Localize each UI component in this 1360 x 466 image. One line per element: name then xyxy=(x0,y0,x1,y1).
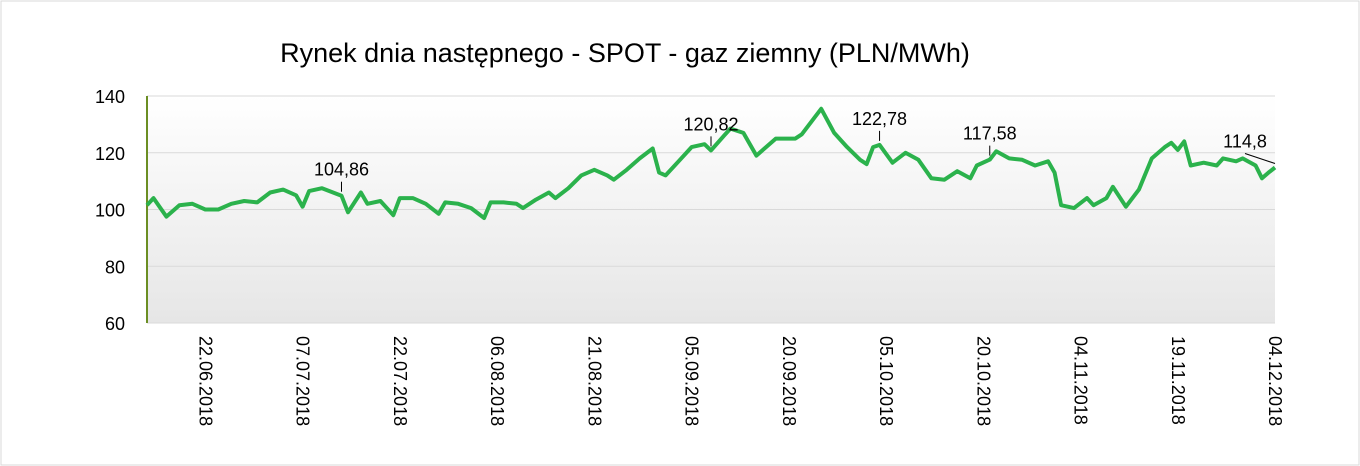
x-tick-label: 05.09.2018 xyxy=(682,336,702,426)
x-tick-label: 06.08.2018 xyxy=(487,336,507,426)
annotation-label: 122,78 xyxy=(852,109,907,129)
y-tick-label: 140 xyxy=(95,87,125,107)
data-line xyxy=(145,106,1277,220)
x-tick-label: 21.08.2018 xyxy=(584,336,604,426)
annotation-leader xyxy=(1244,153,1276,164)
x-tick-label: 07.07.2018 xyxy=(293,336,313,426)
annotation-label: 120,82 xyxy=(683,114,738,134)
annotation-label: 114,8 xyxy=(1223,132,1267,152)
x-tick-label: 22.07.2018 xyxy=(390,336,410,426)
x-tick-label: 05.10.2018 xyxy=(876,336,896,426)
chart-title: Rynek dnia następnego - SPOT - gaz ziemn… xyxy=(280,38,970,68)
x-tick-label: 20.09.2018 xyxy=(779,336,799,426)
annotation-label: 104,86 xyxy=(314,160,369,180)
y-tick-label: 60 xyxy=(105,314,125,334)
annotation-label: 117,58 xyxy=(963,124,1017,144)
y-tick-label: 80 xyxy=(105,257,125,277)
y-tick-label: 100 xyxy=(95,201,125,221)
x-tick-label: 22.06.2018 xyxy=(195,336,215,426)
x-tick-label: 20.10.2018 xyxy=(973,336,993,426)
x-tick-label: 04.11.2018 xyxy=(1071,336,1091,425)
x-tick-label: 04.12.2018 xyxy=(1265,336,1285,426)
x-tick-label: 19.11.2018 xyxy=(1168,336,1188,425)
y-tick-label: 120 xyxy=(95,144,125,164)
